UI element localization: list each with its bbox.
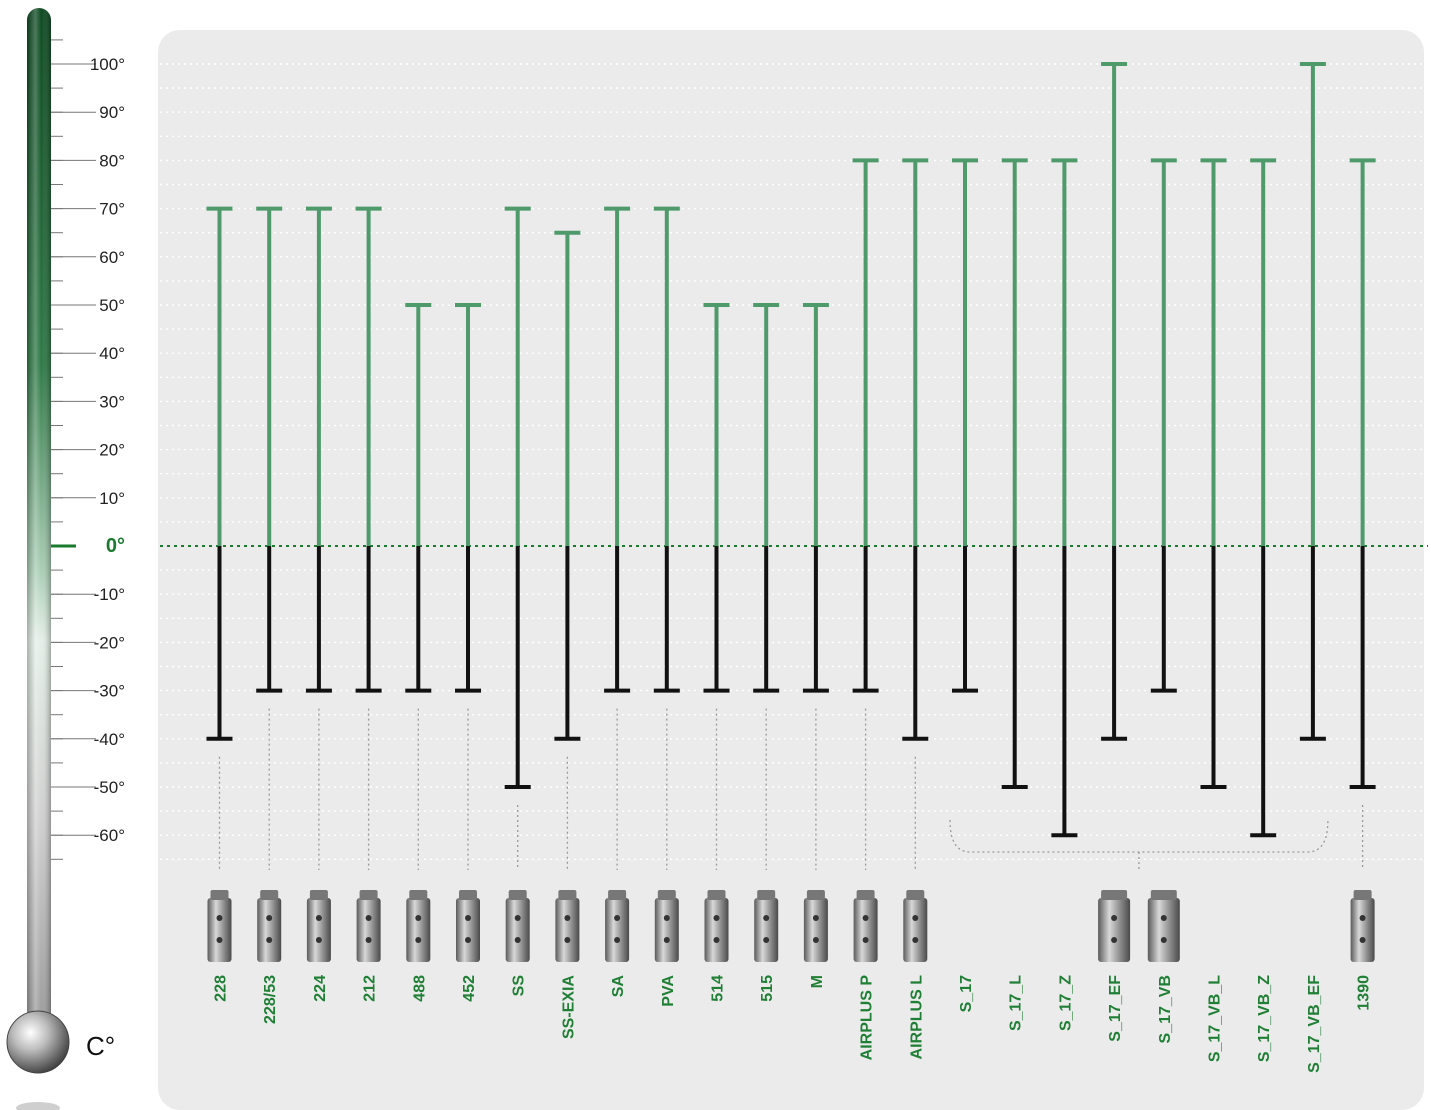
- product-label: SS-EXIA: [560, 975, 577, 1039]
- product-label: S_17_VB_EF: [1306, 975, 1323, 1073]
- product-label: S_17_Z: [1057, 975, 1074, 1031]
- product-label: 212: [362, 975, 379, 1002]
- y-tick-label: 60°: [99, 248, 125, 267]
- y-tick-label: 10°: [99, 489, 125, 508]
- product-image: [207, 890, 232, 962]
- product-label: AIRPLUS L: [908, 975, 925, 1060]
- product-image: [306, 890, 331, 962]
- product-label: 488: [411, 975, 428, 1002]
- product-label: 452: [461, 975, 478, 1002]
- y-tick-label: 80°: [99, 151, 125, 170]
- product-image: [1147, 890, 1180, 962]
- product-label: SA: [610, 975, 627, 998]
- product-image: [754, 890, 779, 962]
- product-image: [605, 890, 630, 962]
- y-tick-label: -40°: [94, 730, 125, 749]
- y-tick-label: -60°: [94, 826, 125, 845]
- product-label: S_17_EF: [1107, 975, 1124, 1042]
- y-tick-label: -20°: [94, 633, 125, 652]
- product-image: [555, 890, 580, 962]
- product-label: SS: [511, 975, 528, 997]
- y-tick-label: -30°: [94, 682, 125, 701]
- product-label: S_17_VB_L: [1207, 975, 1224, 1062]
- thermometer-scale: C°: [6, 8, 115, 1110]
- y-tick-label: 70°: [99, 200, 125, 219]
- product-label: S_17_L: [1008, 975, 1025, 1031]
- product-image: [903, 890, 928, 962]
- thermometer-base: [16, 1102, 60, 1110]
- product-image: [1098, 890, 1131, 962]
- y-tick-label: -50°: [94, 778, 125, 797]
- product-label: S_17: [958, 975, 975, 1012]
- y-tick-label: 20°: [99, 441, 125, 460]
- product-image: [257, 890, 282, 962]
- product-image: [803, 890, 828, 962]
- product-label: 515: [759, 975, 776, 1002]
- y-tick-label: -10°: [94, 585, 125, 604]
- product-label: 1390: [1356, 975, 1373, 1011]
- product-label: 514: [710, 975, 727, 1002]
- product-label: 228/53: [262, 975, 279, 1024]
- product-image: [654, 890, 679, 962]
- y-tick-label: 30°: [99, 392, 125, 411]
- thermometer-tube-shine: [27, 8, 51, 1028]
- product-label: AIRPLUS P: [859, 975, 876, 1061]
- product-image: [853, 890, 878, 962]
- product-label: 224: [312, 975, 329, 1002]
- product-image: [704, 890, 729, 962]
- product-image: [356, 890, 381, 962]
- y-tick-label: 90°: [99, 103, 125, 122]
- y-tick-label: 0°: [106, 535, 125, 557]
- y-tick-label: 100°: [90, 55, 125, 74]
- y-tick-label: 40°: [99, 344, 125, 363]
- unit-label: C°: [86, 1031, 115, 1061]
- product-image: [406, 890, 431, 962]
- product-image: [1350, 890, 1375, 962]
- product-image: [505, 890, 530, 962]
- product-label: PVA: [660, 975, 677, 1007]
- y-tick-label: 50°: [99, 296, 125, 315]
- product-label: S_17_VB_Z: [1256, 975, 1273, 1062]
- thermometer-bulb: [6, 1010, 70, 1074]
- product-label: M: [809, 975, 826, 988]
- product-image: [456, 890, 480, 962]
- product-label: S_17_VB: [1157, 975, 1174, 1044]
- product-label: 228: [213, 975, 230, 1002]
